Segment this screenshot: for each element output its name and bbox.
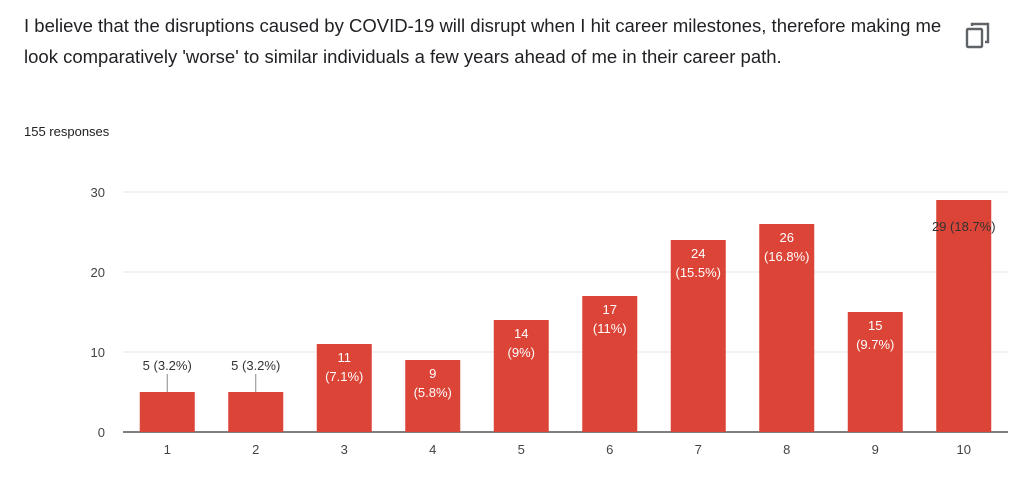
y-tick-label: 0 — [98, 425, 105, 440]
x-tick-label: 2 — [252, 442, 259, 457]
x-tick-label: 7 — [695, 442, 702, 457]
data-label: 15 (9.7%) — [856, 318, 894, 352]
x-tick-label: 10 — [957, 442, 971, 457]
data-label: 11 (7.1%) — [325, 350, 363, 384]
bar — [405, 360, 461, 432]
data-label: 5 (3.2%) — [231, 358, 280, 373]
y-tick-label: 20 — [91, 265, 105, 280]
copy-icon — [965, 22, 990, 49]
data-label: 5 (3.2%) — [143, 358, 192, 373]
bar — [139, 392, 195, 432]
bar — [759, 224, 815, 432]
x-tick-label: 8 — [783, 442, 790, 457]
data-label: 26 (16.8%) — [764, 230, 810, 264]
data-label: 29 (18.7%) — [932, 219, 996, 234]
bar-chart-svg: 0 10 20 30 1 5 (3.2%) 2 5 (3.2%) 3 11 (7.1%) 4 9 (5.8… — [91, 185, 1008, 457]
bar — [670, 240, 726, 432]
x-tick-label: 9 — [872, 442, 879, 457]
y-tick-label: 30 — [91, 185, 105, 200]
data-label: 14 (9%) — [508, 326, 535, 360]
x-tick-label: 1 — [164, 442, 171, 457]
y-tick-label: 10 — [91, 345, 105, 360]
bar — [847, 312, 903, 432]
bar — [228, 392, 284, 432]
bar — [316, 344, 372, 432]
x-tick-label: 4 — [429, 442, 436, 457]
bar — [493, 320, 549, 432]
x-tick-label: 5 — [518, 442, 525, 457]
bar-chart: 0 10 20 30 1 5 (3.2%) 2 5 (3.2%) 3 11 (7.1%) 4 9 (5.8… — [0, 170, 1024, 487]
x-tick-label: 3 — [341, 442, 348, 457]
response-count: 155 responses — [24, 124, 110, 139]
x-tick-label: 6 — [606, 442, 613, 457]
copy-chart-button[interactable] — [960, 18, 996, 54]
data-label: 17 (11%) — [593, 302, 627, 336]
data-label: 9 (5.8%) — [414, 366, 452, 400]
bar — [582, 296, 638, 432]
question-title: I believe that the disruptions caused by… — [24, 15, 942, 67]
bar — [936, 200, 992, 432]
data-label: 24 (15.5%) — [675, 246, 721, 280]
